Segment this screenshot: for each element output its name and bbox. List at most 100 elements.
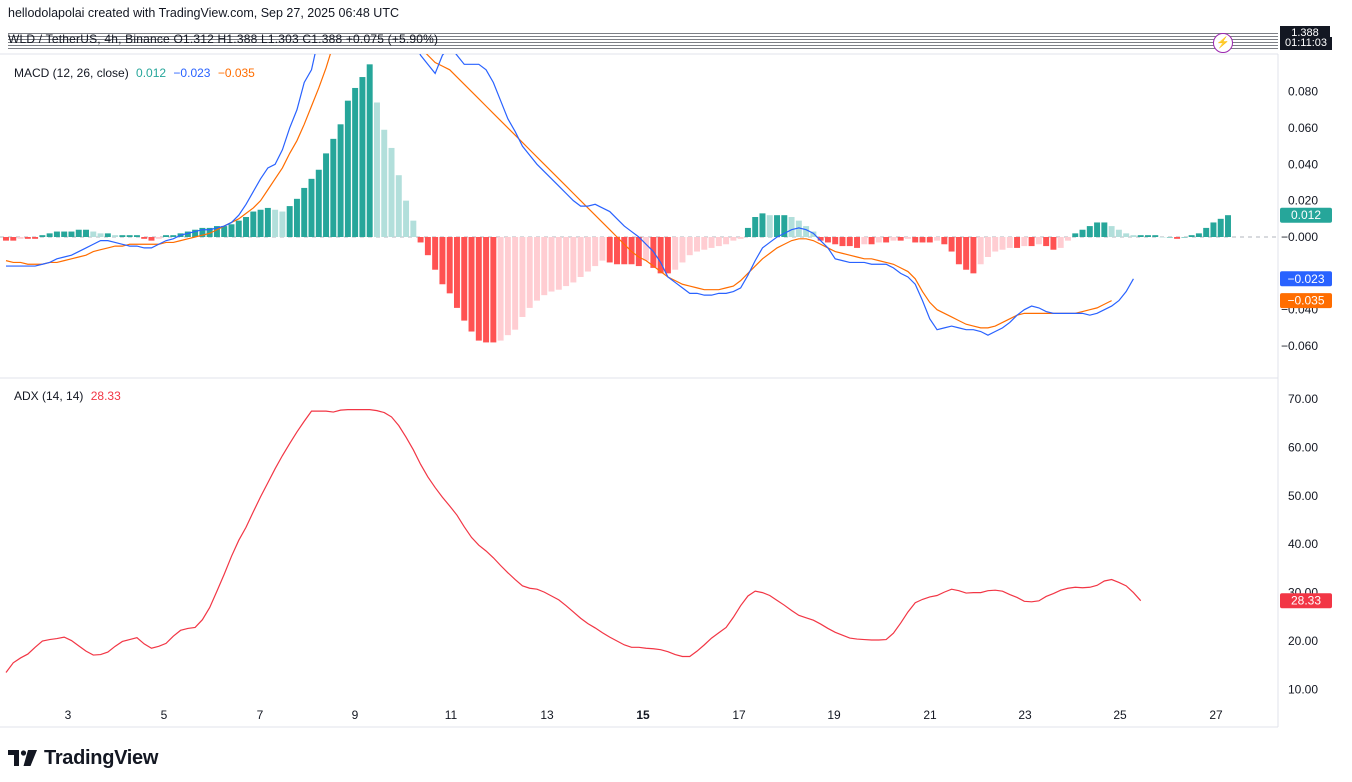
macd-histogram-bar bbox=[759, 213, 766, 237]
macd-price-tick: 0.060 bbox=[1288, 121, 1318, 135]
macd-histogram-bar bbox=[839, 237, 846, 247]
macd-histogram-bar bbox=[424, 237, 431, 256]
macd-histogram-bar bbox=[1079, 229, 1086, 237]
macd-histogram-bar bbox=[97, 233, 104, 237]
macd-value-badge: −0.035 bbox=[1280, 293, 1332, 309]
macd-value-badge: 0.012 bbox=[1280, 207, 1332, 223]
time-axis-tick: 3 bbox=[65, 708, 72, 722]
macd-histogram-bar bbox=[1130, 235, 1137, 237]
macd-histogram-bar bbox=[17, 237, 24, 239]
time-axis-tick: 27 bbox=[1209, 708, 1223, 722]
macd-histogram-bar bbox=[286, 206, 293, 237]
macd-histogram-bar bbox=[1203, 227, 1210, 237]
macd-histogram-bar bbox=[694, 237, 700, 252]
macd-histogram-bar bbox=[526, 237, 533, 308]
macd-histogram-bar bbox=[410, 220, 417, 237]
macd-histogram-bar bbox=[155, 237, 162, 239]
macd-value-badge: −0.023 bbox=[1280, 271, 1332, 287]
macd-histogram-bar bbox=[941, 237, 948, 245]
macd-histogram-bar bbox=[403, 200, 410, 237]
adx-legend-label: ADX (14, 14) bbox=[14, 389, 84, 403]
macd-histogram-bar bbox=[1152, 235, 1159, 237]
macd-histogram-bar bbox=[992, 237, 999, 252]
macd-histogram-bar bbox=[199, 227, 206, 237]
macd-histogram-bar bbox=[817, 237, 824, 241]
time-axis-tick: 23 bbox=[1018, 708, 1032, 722]
macd-histogram-bar bbox=[541, 237, 548, 296]
macd-histogram-bar bbox=[781, 215, 788, 237]
macd-histogram-bar bbox=[737, 237, 744, 239]
badge-label: −0.035 bbox=[1287, 294, 1324, 308]
chart-credit: hellodolapolai created with TradingView.… bbox=[8, 6, 399, 20]
badge-label: 0.012 bbox=[1291, 208, 1321, 222]
macd-histogram-bar bbox=[301, 187, 308, 237]
lightning-bolt-icon[interactable]: ⚡ bbox=[1213, 33, 1233, 53]
macd-histogram-bar bbox=[163, 235, 169, 237]
macd-price-tick: 0.040 bbox=[1288, 157, 1318, 171]
macd-histogram-bar bbox=[1043, 237, 1050, 247]
macd-histogram-bar bbox=[497, 237, 504, 341]
macd-legend[interactable]: MACD (12, 26, close) 0.012 −0.023 −0.035 bbox=[14, 66, 255, 80]
macd-histogram-bar bbox=[1094, 222, 1101, 237]
macd-histogram-bar bbox=[373, 102, 380, 237]
macd-histogram-bar bbox=[228, 224, 235, 237]
macd-histogram-bar bbox=[235, 220, 242, 237]
macd-histogram-bar bbox=[832, 237, 839, 245]
adx-price-tick: 70.00 bbox=[1288, 392, 1318, 406]
macd-histogram-bar bbox=[1086, 226, 1093, 237]
macd-histogram-bar bbox=[279, 211, 286, 237]
macd-histogram-bar bbox=[1210, 222, 1217, 237]
macd-histogram-bar bbox=[766, 215, 773, 237]
macd-histogram-bar bbox=[330, 138, 337, 237]
macd-histogram-bar bbox=[963, 237, 970, 270]
tradingview-logo[interactable]: TradingView bbox=[8, 746, 158, 770]
time-axis-tick: 5 bbox=[161, 708, 168, 722]
macd-histogram-bar bbox=[1145, 235, 1151, 237]
macd-histogram bbox=[3, 64, 1231, 343]
macd-histogram-bar bbox=[170, 235, 177, 237]
macd-histogram-bar bbox=[548, 237, 555, 292]
badge-label: 28.33 bbox=[1291, 594, 1321, 608]
macd-histogram-bar bbox=[875, 237, 882, 243]
macd-histogram-bar bbox=[824, 237, 831, 243]
adx-legend[interactable]: ADX (14, 14) 28.33 bbox=[14, 389, 121, 403]
macd-histogram-bar bbox=[192, 229, 199, 237]
time-axis-tick: 13 bbox=[540, 708, 554, 722]
macd-histogram-bar bbox=[701, 237, 708, 250]
macd-histogram-bar bbox=[890, 237, 897, 241]
macd-histogram-bar bbox=[337, 124, 344, 237]
macd-histogram-bar bbox=[323, 153, 330, 237]
macd-histogram-bar bbox=[854, 237, 861, 248]
macd-histogram-bar bbox=[621, 237, 628, 265]
macd-price-tick: 0.020 bbox=[1288, 194, 1318, 208]
macd-histogram-bar bbox=[453, 237, 460, 308]
adx-price-tick: 60.00 bbox=[1288, 440, 1318, 454]
macd-histogram-bar bbox=[519, 237, 526, 317]
macd-histogram-bar bbox=[126, 235, 133, 237]
time-axis-tick: 9 bbox=[352, 708, 359, 722]
adx-legend-value: 28.33 bbox=[90, 389, 121, 403]
macd-price-tick: −0.060 bbox=[1281, 339, 1318, 353]
macd-histogram-bar bbox=[934, 237, 941, 241]
macd-histogram-bar bbox=[912, 237, 919, 243]
adx-price-tick: 40.00 bbox=[1288, 537, 1318, 551]
macd-histogram-bar bbox=[664, 237, 671, 274]
macd-histogram-bar bbox=[810, 231, 817, 237]
last-price-label: 1.388 bbox=[1280, 26, 1330, 40]
macd-histogram-bar bbox=[3, 237, 9, 241]
macd-histogram-bar bbox=[1014, 237, 1021, 248]
macd-histogram-bar bbox=[1217, 218, 1224, 237]
macd-histogram-bar bbox=[213, 226, 220, 237]
macd-histogram-bar bbox=[388, 147, 395, 237]
macd-histogram-bar bbox=[752, 217, 759, 237]
macd-histogram-bar bbox=[795, 220, 802, 237]
macd-histogram-bar bbox=[439, 237, 446, 285]
macd-histogram-bar bbox=[1174, 237, 1181, 239]
macd-legend-macd: −0.023 bbox=[173, 66, 211, 80]
macd-histogram-bar bbox=[868, 237, 875, 245]
macd-histogram-bar bbox=[264, 207, 271, 237]
macd-histogram-bar bbox=[504, 237, 511, 336]
macd-histogram-bar bbox=[184, 231, 191, 237]
macd-histogram-bar bbox=[1064, 237, 1071, 241]
